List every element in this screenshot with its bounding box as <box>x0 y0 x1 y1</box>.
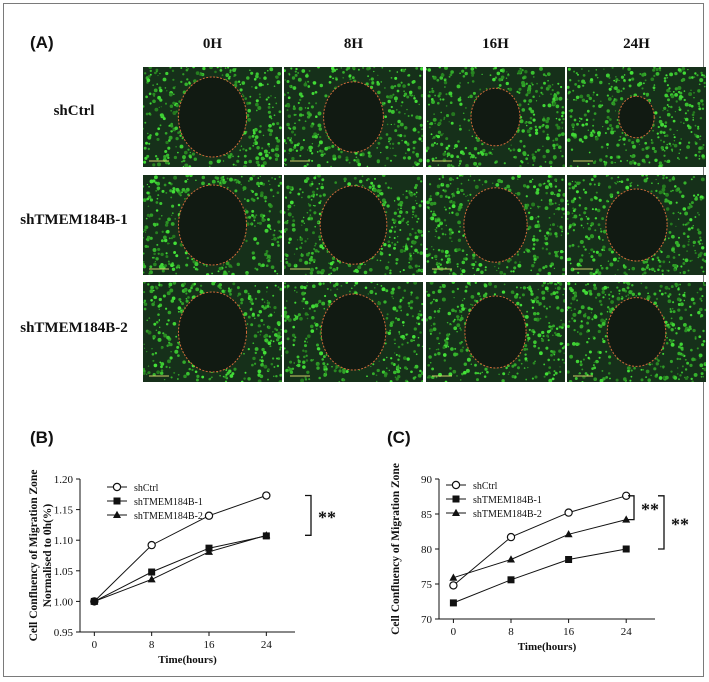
data-point-series-3 <box>564 530 573 538</box>
series-line-2 <box>453 548 627 604</box>
row-header-shctrl: shCtrl <box>53 103 95 119</box>
row-header-shtmem184b-1: shTMEM184B-1 <box>20 212 128 228</box>
micrograph-shctrl-24h <box>567 67 706 167</box>
series-line-1 <box>93 495 267 602</box>
x-axis-label: Time(hours) <box>158 654 217 666</box>
micrograph-shtmem184b-1-8h <box>284 175 423 275</box>
y-tick-label: 80 <box>421 544 433 556</box>
x-tick-label: 0 <box>451 626 457 638</box>
chart-c: 70 75 80 85 90 0 8 16 24 Time(hours) Cell Confluen… <box>390 463 689 653</box>
micrograph-shctrl-8h <box>284 67 423 167</box>
legend-label: shTMEM184B-2 <box>473 509 542 520</box>
y-tick-label: 1.05 <box>54 566 74 578</box>
data-point-series-3 <box>507 555 515 563</box>
column-header-24h: 24H <box>623 36 650 52</box>
y-tick-label: 1.10 <box>54 535 74 547</box>
significance-bracket <box>628 495 635 521</box>
x-tick-label: 16 <box>563 626 575 638</box>
legend-marker <box>113 497 121 505</box>
data-point-series-2 <box>449 599 457 607</box>
data-point-series-3 <box>449 573 458 581</box>
y-tick-label: 1.15 <box>54 505 74 517</box>
y-tick-label: 1.00 <box>54 596 74 608</box>
micrograph-shctrl-16h <box>426 67 565 167</box>
chart-b: 0.95 1.00 1.05 1.10 1.15 1.20 0 8 16 24 Time(hours… <box>28 470 336 666</box>
data-point-series-1 <box>147 540 156 550</box>
legend-label: shTMEM184B-1 <box>473 495 542 506</box>
micrograph-shtmem184b-2-24h <box>567 282 706 382</box>
legend-marker <box>452 495 460 503</box>
data-point-series-3 <box>205 547 213 555</box>
significance-label: ** <box>318 507 336 527</box>
micrograph-shtmem184b-2-8h <box>284 282 423 382</box>
panel-a-label: (A) <box>30 33 54 52</box>
x-tick-label: 24 <box>621 626 633 638</box>
micrograph-shtmem184b-1-16h <box>426 175 565 275</box>
x-tick-label: 16 <box>204 639 216 651</box>
significance-label: ** <box>641 500 659 520</box>
legend-label: shTMEM184B-2 <box>134 511 203 522</box>
legend-label: shCtrl <box>134 483 159 494</box>
series-line-3 <box>94 534 267 602</box>
y-tick-label: 90 <box>421 474 433 486</box>
y-axis-label: Cell Confluency of Migration Zone <box>390 463 402 635</box>
data-point-series-1 <box>449 581 458 590</box>
x-axis-label: Time(hours) <box>518 641 577 653</box>
significance-bracket <box>658 495 665 550</box>
data-point-series-3 <box>90 597 99 605</box>
data-point-series-3 <box>622 515 631 523</box>
y-tick-label: 1.20 <box>54 474 74 486</box>
series-line-1 <box>453 495 627 586</box>
data-point-series-1 <box>506 532 516 542</box>
data-point-series-3 <box>147 575 156 583</box>
data-point-series-1 <box>564 508 573 517</box>
y-tick-label: 75 <box>421 579 433 591</box>
data-point-series-2 <box>148 568 156 576</box>
series-line-3 <box>453 519 627 579</box>
significance-label: ** <box>671 514 689 534</box>
significance-bracket <box>305 494 312 536</box>
column-header-8h: 8H <box>343 36 364 52</box>
micrograph-shtmem184b-1-0h <box>143 175 282 275</box>
data-point-series-3 <box>262 531 271 539</box>
micrograph-shtmem184b-2-0h <box>143 282 282 382</box>
y-axis-label: Cell Confluency of Migration Zone <box>28 470 40 642</box>
row-header-shtmem184b-2: shTMEM184B-2 <box>20 320 128 336</box>
micrograph-shctrl-0h <box>143 67 282 167</box>
legend-label: shTMEM184B-1 <box>134 497 203 508</box>
legend-label: shCtrl <box>473 481 498 492</box>
x-tick-label: 0 <box>92 639 98 651</box>
panel-b-label: (B) <box>30 428 54 447</box>
legend-marker <box>112 482 122 492</box>
legend-marker <box>113 510 121 518</box>
panel-c-label: (C) <box>387 428 411 447</box>
column-header-0h: 0H <box>202 36 223 52</box>
data-point-series-2 <box>565 556 573 563</box>
data-point-series-1 <box>262 491 271 500</box>
y-axis-label-2: Normalised to 0h(%) <box>42 504 54 608</box>
micrograph-shtmem184b-1-24h <box>567 175 706 275</box>
data-point-series-2 <box>622 545 630 553</box>
column-header-16h: 16H <box>482 36 509 52</box>
data-point-series-2 <box>507 576 515 584</box>
legend-marker <box>451 480 461 490</box>
y-tick-label: 85 <box>421 509 433 521</box>
legend-marker <box>452 508 460 516</box>
data-point-series-1 <box>204 511 214 520</box>
y-tick-label: 70 <box>421 614 433 626</box>
x-tick-label: 24 <box>261 639 273 651</box>
series-line-2 <box>94 535 267 602</box>
y-tick-label: 0.95 <box>54 627 74 639</box>
x-tick-label: 8 <box>149 639 155 651</box>
micrograph-shtmem184b-2-16h <box>426 282 565 382</box>
x-tick-label: 8 <box>508 626 514 638</box>
